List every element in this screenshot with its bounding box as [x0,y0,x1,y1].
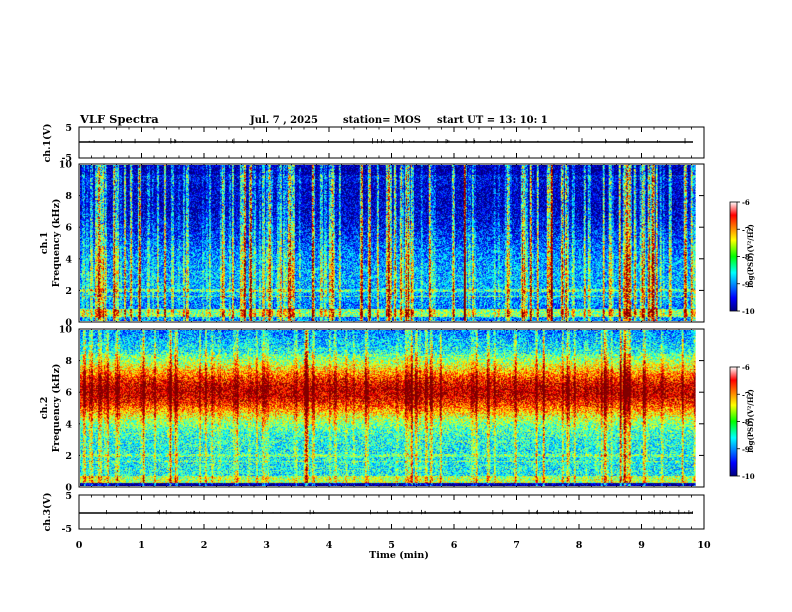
ch2-ylabel-frequency: Frequency (kHz) [51,364,62,453]
ch3-waveform-panel: 5 -5 ch.3(V) [42,491,705,535]
ch1-ytick-label-10: 10 [59,160,73,171]
ch3-waveform-ylabel: ch.3(V) [42,493,53,532]
cb2-tick-label--8: -8 [742,418,750,427]
date-label: Jul. 7 , 2025 [249,115,318,126]
cb2-tick-label--10: -10 [742,472,755,481]
cb2-tick-label--9: -9 [742,445,750,454]
spectrogram-border-1 [78,163,705,323]
cb1-tick-label--7: -7 [742,225,750,234]
ch1-ytick-label-2: 2 [65,286,72,297]
ch1-ytick-label-0: 0 [65,318,72,329]
xtick-label-5: 5 [388,540,395,551]
ch1-waveform-panel: 5 -5 ch.1(V) [42,123,705,164]
start-time-label: start UT = 13: 10: 1 [437,115,548,126]
ch2-ylabel-channel: ch.2 [39,397,50,420]
ch2-ytick-label-8: 8 [65,356,72,367]
xtick-label-8: 8 [576,540,583,551]
x-axis-label: Time (min) [369,550,429,561]
ch1-ytick-label-8: 8 [65,191,72,202]
cb2-tick-label--6: -6 [742,363,750,372]
ch2-ytick-label-6: 6 [65,388,72,399]
ch2-colorbar-label: log(PSD)(V²/Hz) [746,389,755,453]
station-label: station= MOS [343,115,421,126]
ch1-ytick-label-4: 4 [65,254,72,265]
xtick-label-6: 6 [451,540,458,551]
ch3-ytick-bottom: -5 [61,524,72,535]
cb2-tick-label--7: -7 [742,390,750,399]
ch1-ylabel-channel: ch.1 [39,232,50,255]
ch2-ytick-label-2: 2 [65,451,72,462]
xtick-label-2: 2 [201,540,208,551]
xtick-label-9: 9 [638,540,645,551]
ch1-ytick-label-6: 6 [65,223,72,234]
ch1-ylabel-frequency: Frequency (kHz) [51,199,62,288]
xtick-label-1: 1 [138,540,145,551]
cb1-tick-label--9: -9 [742,280,750,289]
ch1-waveform-ylabel: ch.1(V) [42,124,53,163]
ch2-colorbar: log(PSD)(V²/Hz) -6 -7 -8 -9 -10 [729,363,755,481]
cb1-tick-label--10: -10 [742,307,755,316]
ch1-colorbar-label: log(PSD)(V²/Hz) [746,224,755,288]
ch2-ytick-label-4: 4 [65,419,72,430]
ch2-spectrogram-image [80,330,696,486]
ch1-colorbar-gradient [729,201,738,312]
cb1-tick-label--6: -6 [742,198,750,207]
xtick-label-10: 10 [697,540,711,551]
ch2-ytick-label-10: 10 [59,325,73,336]
ch2-ytick-label-0: 0 [65,483,72,494]
xtick-label-7: 7 [513,540,520,551]
ch1-spectrogram-image [80,165,696,321]
ch2-colorbar-gradient [729,366,738,477]
spectrogram-border-2 [78,328,705,488]
ch3-ytick-top: 5 [65,491,72,502]
ch3-waveform-frame [78,494,705,530]
ch1-colorbar: log(PSD)(V²/Hz) -6 -7 -8 -9 -10 [729,198,755,316]
figure-title: VLF Spectra [79,112,159,126]
xtick-label-4: 4 [326,540,333,551]
cb1-tick-label--8: -8 [742,253,750,262]
xtick-label-0: 0 [76,540,83,551]
xtick-label-3: 3 [263,540,270,551]
ch1-ytick-top: 5 [65,123,72,134]
ch1-ytick-bottom: -5 [61,153,72,164]
